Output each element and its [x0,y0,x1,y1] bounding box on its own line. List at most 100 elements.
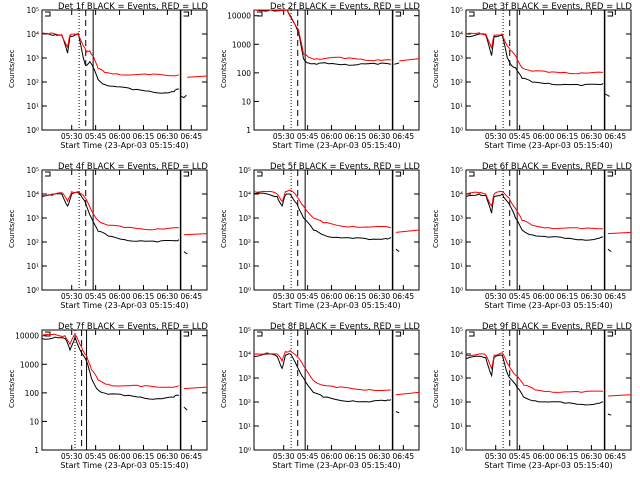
bracket-mark [183,11,190,17]
x-tick-label: 05:45 [509,452,531,461]
x-tick-label: 06:15 [557,132,579,141]
events-series-line [253,353,392,403]
y-tick-label: 10⁰ [238,286,251,295]
lld-series-tail [395,391,420,396]
panel-title: Det 7f BLACK = Events, RED = LLD [58,322,208,332]
x-tick-label: 05:45 [509,292,531,301]
detector-panel-3: Det 3f BLACK = Events, RED = LLD 10⁰ 10¹ 10… [432,2,632,150]
y-tick-label: 10⁰ [26,126,39,135]
y-tick-label: 10¹ [238,422,251,431]
x-tick-label: 06:15 [557,452,579,461]
panel-title: Det 4f BLACK = Events, RED = LLD [58,162,208,172]
x-axis-label: Start Time (23-Apr-03 05:15:40) [60,141,188,150]
x-tick-label: 05:30 [61,132,83,141]
plot-frame [465,169,632,291]
y-tick-label: 10⁰ [238,446,251,455]
x-tick-label: 05:45 [85,452,107,461]
plot-frame [41,169,208,291]
x-tick-label: 05:45 [85,132,107,141]
events-series-tail [183,406,188,411]
x-tick-label: 06:15 [345,132,367,141]
y-tick-label: 10⁰ [450,126,463,135]
x-tick-label: 06:30 [157,292,179,301]
x-tick-label: 06:45 [605,292,627,301]
panel-title: Det 8f BLACK = Events, RED = LLD [270,322,420,332]
detector-panel-9: Det 9f BLACK = Events, RED = LLD 10⁰ 10¹ 10… [432,322,632,470]
panel-title: Det 3f BLACK = Events, RED = LLD [482,2,632,12]
y-axis-label: Counts/sec [432,209,440,248]
bracket-mark [395,11,402,17]
detector-panel-4: Det 4f BLACK = Events, RED = LLD 10⁰ 10¹ 10… [8,162,208,310]
x-tick-label: 05:45 [509,132,531,141]
x-tick-label: 06:30 [581,292,603,301]
bracket-mark [607,171,614,177]
y-tick-label: 10 [29,417,39,426]
x-tick-label: 06:00 [321,452,343,461]
x-tick-label: 06:45 [605,452,627,461]
y-tick-label: 10⁴ [450,350,463,359]
lld-series-line [254,9,391,62]
bracket-mark [257,171,263,177]
panel-title: Det 5f BLACK = Events, RED = LLD [270,162,420,172]
bracket-mark [183,331,190,337]
events-series-tail [395,248,400,253]
plot-frame [41,329,208,451]
x-axis-label: Start Time (23-Apr-03 05:15:40) [272,461,400,470]
lld-series-tail [187,75,208,78]
x-tick-label: 05:30 [485,452,507,461]
y-tick-label: 100 [25,389,40,398]
detector-panel-1: Det 1f BLACK = Events, RED = LLD 10⁰ 10¹ 10… [8,2,208,150]
y-tick-label: 10⁴ [238,190,251,199]
lld-series-line [41,190,179,231]
lld-series-line [253,349,391,391]
x-tick-label: 06:15 [557,292,579,301]
x-axis-label: Start Time (23-Apr-03 05:15:40) [272,301,400,310]
x-tick-label: 06:45 [181,452,203,461]
bracket-mark [395,171,402,177]
y-tick-label: 10⁵ [26,6,39,15]
x-axis-label: Start Time (23-Apr-03 05:15:40) [484,141,612,150]
y-tick-label: 10⁵ [238,326,251,335]
y-axis-label: Counts/sec [220,49,228,88]
y-tick-label: 10² [238,238,251,247]
detector-panel-7: Det 7f BLACK = Events, RED = LLD 1 10 100 10… [8,322,208,470]
y-tick-label: 100 [237,69,252,78]
x-tick-label: 06:45 [605,132,627,141]
y-tick-label: 10¹ [450,262,463,271]
plot-frame [465,9,632,131]
y-tick-label: 10² [26,78,39,87]
events-series-tail [394,62,400,65]
detector-panel-2: Det 2f BLACK = Events, RED = LLD 1 10 100 10… [220,2,420,150]
detector-panel-6: Det 6f BLACK = Events, RED = LLD 10⁰ 10¹ 10… [432,162,632,310]
x-tick-label: 06:30 [369,132,391,141]
x-tick-label: 05:30 [485,292,507,301]
x-tick-label: 06:15 [133,292,155,301]
y-tick-label: 10² [450,398,463,407]
y-tick-label: 10³ [450,374,463,383]
y-tick-label: 10⁴ [238,350,251,359]
lld-series-tail [607,231,632,235]
lld-series-tail [399,58,420,62]
x-tick-label: 06:15 [345,452,367,461]
y-tick-label: 1000 [232,40,251,49]
plot-frame [253,329,420,451]
y-axis-label: Counts/sec [220,209,228,248]
x-tick-label: 05:45 [297,452,319,461]
y-tick-label: 10000 [227,12,251,21]
y-tick-label: 10⁴ [450,190,463,199]
bracket-mark [395,331,402,337]
x-tick-label: 06:30 [369,292,391,301]
bracket-mark [45,11,51,17]
y-tick-label: 10⁰ [450,446,463,455]
y-axis-label: Counts/sec [8,209,16,248]
y-tick-label: 10⁴ [450,30,463,39]
events-series-line [41,335,180,400]
lld-series-tail [183,233,208,236]
events-series-line [253,192,392,241]
bracket-mark [183,171,190,177]
y-tick-label: 10⁵ [26,166,39,175]
x-tick-label: 05:45 [297,292,319,301]
x-tick-label: 06:00 [109,452,131,461]
events-series-tail [607,248,612,253]
panel-title: Det 1f BLACK = Events, RED = LLD [58,2,208,12]
